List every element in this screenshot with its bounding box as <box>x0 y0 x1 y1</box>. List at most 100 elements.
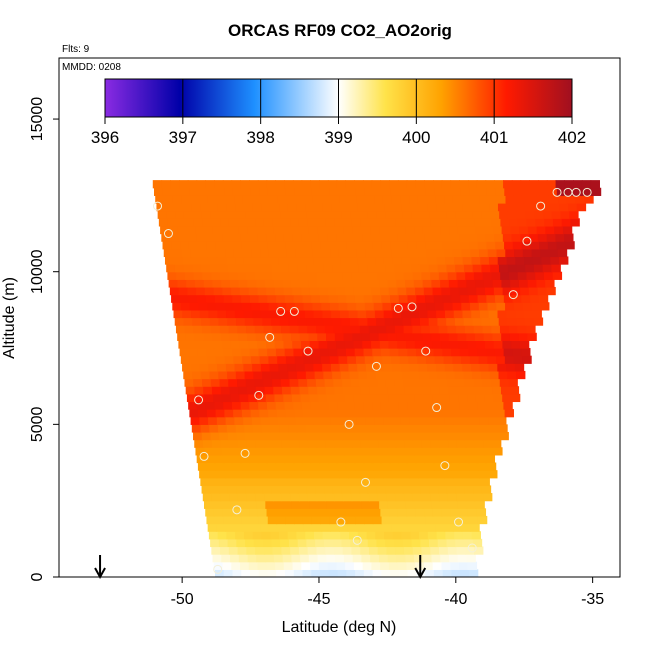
field-cell <box>329 355 340 364</box>
field-cell <box>348 363 358 372</box>
field-cell <box>343 386 353 395</box>
field-cell <box>231 508 241 517</box>
field-cell <box>393 477 403 487</box>
field-cell <box>574 187 584 196</box>
field-cell <box>439 386 450 395</box>
field-cell <box>467 340 477 349</box>
field-cell <box>258 401 268 410</box>
field-cell <box>308 386 318 395</box>
field-cell <box>348 470 358 479</box>
field-cell <box>287 309 297 319</box>
field-cell <box>254 431 264 441</box>
field-cell <box>353 561 364 570</box>
field-cell <box>310 454 320 464</box>
field-cell <box>291 332 301 341</box>
field-cell <box>450 401 461 410</box>
field-cell <box>368 546 379 555</box>
field-cell <box>360 493 370 502</box>
field-cell <box>235 531 245 540</box>
field-cell <box>253 538 264 548</box>
field-cell <box>298 431 308 441</box>
field-cell <box>295 523 305 532</box>
field-cell <box>429 378 440 387</box>
field-cell <box>280 538 290 548</box>
field-cell <box>453 470 463 479</box>
field-cell <box>450 508 460 517</box>
field-cell <box>230 393 241 403</box>
field-cell <box>206 409 217 418</box>
field-cell <box>188 401 198 410</box>
field-cell <box>296 203 306 212</box>
field-cell <box>337 515 348 525</box>
field-cell <box>429 538 439 548</box>
field-cell <box>408 302 419 311</box>
field-cell <box>240 561 250 570</box>
field-cell <box>163 195 174 204</box>
field-cell <box>530 187 540 196</box>
field-cell <box>205 348 216 357</box>
field-cell <box>374 195 384 204</box>
field-cell <box>194 439 204 448</box>
field-cell <box>346 294 356 303</box>
field-cell <box>267 294 277 303</box>
field-cell <box>227 485 238 494</box>
field-cell <box>241 462 252 471</box>
field-cell <box>481 264 491 273</box>
field-cell <box>404 332 415 341</box>
field-cell <box>474 439 484 448</box>
field-cell <box>366 477 377 487</box>
field-cell <box>505 302 515 311</box>
field-cell <box>322 531 333 540</box>
sample-point <box>407 302 417 312</box>
field-cell <box>318 286 329 296</box>
field-cell <box>171 294 181 303</box>
field-cell <box>400 363 411 372</box>
field-cell <box>411 538 421 548</box>
field-cell <box>427 203 438 212</box>
field-cell <box>197 462 208 471</box>
field-cell <box>503 401 513 410</box>
field-cell <box>315 210 325 219</box>
field-cell <box>355 462 365 471</box>
field-cell <box>502 393 512 403</box>
field-cell <box>504 409 514 418</box>
field-cell <box>430 439 441 448</box>
field-cell <box>393 370 403 380</box>
field-cell <box>195 340 206 349</box>
field-cell <box>290 271 300 280</box>
field-cell <box>392 256 403 265</box>
field-cell <box>261 256 271 265</box>
field-cell <box>320 187 330 196</box>
field-cell <box>373 409 383 418</box>
field-cell <box>440 393 451 403</box>
field-cell <box>209 264 220 273</box>
field-cell <box>380 401 391 410</box>
field-cell <box>510 279 520 288</box>
field-cell <box>463 477 473 487</box>
field-cell <box>388 447 398 456</box>
field-cell <box>355 355 366 364</box>
field-cell <box>511 340 521 349</box>
sample-point <box>232 505 242 515</box>
field-cell <box>358 317 368 326</box>
field-cell <box>241 294 251 303</box>
field-cell <box>325 271 335 280</box>
field-cell <box>238 279 249 288</box>
field-cell <box>158 218 169 227</box>
field-cell <box>197 241 207 250</box>
field-cell <box>259 409 269 418</box>
field-cell <box>345 508 355 517</box>
field-cell <box>416 348 426 357</box>
field-cell <box>293 294 304 303</box>
field-cell <box>260 248 270 258</box>
field-cell <box>182 256 192 265</box>
field-cell <box>476 180 487 189</box>
field-cell <box>420 264 430 273</box>
field-cell <box>353 447 363 456</box>
field-cell <box>394 210 404 219</box>
field-cell <box>228 218 239 227</box>
field-cell <box>483 279 494 288</box>
field-cell <box>239 286 250 296</box>
field-cell <box>299 332 310 341</box>
field-cell <box>390 515 400 525</box>
